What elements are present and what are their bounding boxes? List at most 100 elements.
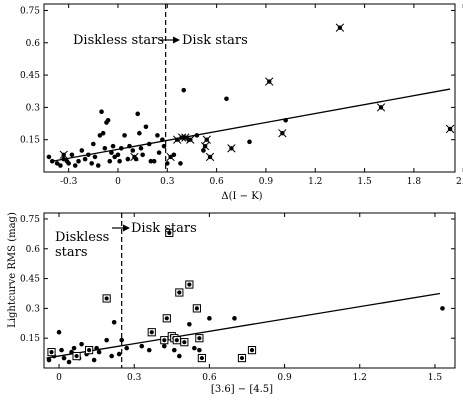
top-disk-point-cross: [205, 152, 215, 162]
bottom-disk-point-boxed: [247, 346, 257, 355]
top-diskless-point: [82, 156, 88, 162]
bottom-disk-point-boxed: [175, 288, 184, 297]
top-diskless-point: [112, 154, 117, 160]
bottom-diskless-point: [197, 347, 202, 353]
bottom-disk-point-boxed: [102, 294, 111, 303]
bottom-diskless-point: [232, 316, 237, 321]
top-diskless-label: Diskless stars: [73, 33, 164, 48]
top-disk-point-cross: [200, 142, 210, 151]
bottom-diskless-point: [66, 359, 72, 365]
top-diskless-point: [115, 152, 121, 158]
bottom-y-tick-label: 0.3: [26, 304, 41, 314]
top-y-tick-label: 0.15: [20, 136, 40, 146]
top-diskless-point: [148, 158, 154, 164]
bottom-diskless-point: [440, 306, 445, 311]
bottom-disk-point-boxed: [165, 228, 174, 237]
bottom-disk-point-boxed: [160, 336, 169, 345]
top-diskless-point: [46, 154, 52, 160]
top-x-tick-label: 0.6: [209, 177, 224, 187]
top-diskless-point: [135, 111, 141, 117]
top-diskless-point: [143, 124, 149, 130]
top-disk-point-cross: [376, 103, 386, 112]
top-diskless-point: [160, 137, 165, 142]
bottom-diskless-point: [192, 345, 197, 351]
top-y-tick-label: 0.3: [26, 103, 41, 113]
top-fit-line: [52, 88, 451, 162]
bottom-diskless-point: [124, 345, 130, 351]
top-diskless-point: [76, 158, 81, 164]
top-x-tick-label: 1.5: [357, 177, 372, 187]
top-diskless-point: [165, 161, 170, 166]
top-disk-point-cross: [278, 129, 287, 138]
bottom-diskless-point: [109, 353, 114, 359]
bottom-x-axis-label: [3.6] − [4.5]: [211, 384, 273, 395]
bottom-disk-point-boxed: [147, 328, 156, 337]
top-diskless-point: [247, 139, 252, 145]
bottom-diskless-point: [79, 341, 84, 347]
bottom-diskless-point: [116, 351, 122, 357]
bottom-disk-point-boxed: [195, 334, 204, 343]
top-disk-point-cross: [166, 152, 175, 162]
top-diskless-point: [89, 161, 94, 166]
bottom-disk-point-boxed: [180, 338, 189, 347]
top-diskless-point: [224, 96, 229, 102]
bottom-diskless-point: [172, 347, 177, 353]
top-diskless-point: [283, 118, 288, 123]
top-diskless-point: [100, 130, 106, 136]
bottom-diskless-point: [177, 353, 182, 359]
top-diskless-point: [95, 163, 101, 168]
top-x-tick-label: 1.8: [407, 177, 422, 187]
top-diskless-point: [151, 158, 157, 164]
top-disk-point-cross: [335, 23, 345, 32]
top-diskless-point: [140, 152, 145, 158]
top-disk-point-cross: [202, 135, 211, 144]
bottom-y-tick-label: 0.75: [20, 215, 40, 225]
bottom-diskless-point: [207, 316, 212, 321]
bottom-x-tick-label: 0.3: [127, 373, 142, 383]
bottom-arrow: [112, 224, 130, 232]
y-axis-label: Lightcurve RMS (mag): [7, 212, 18, 328]
bottom-data-points: [46, 228, 445, 365]
bottom-diskless-point: [119, 337, 124, 343]
top-arrow: [160, 36, 180, 44]
top-diskless-point: [105, 118, 111, 123]
top-diskless-point: [122, 133, 127, 138]
top-diskless-point: [79, 148, 85, 153]
bottom-disk-point-boxed: [197, 353, 206, 363]
top-diskless-point: [110, 143, 116, 149]
bottom-x-tick-label: 0.9: [277, 373, 292, 383]
top-disk-point-cross: [265, 77, 274, 86]
bottom-diskless-label-line1: Diskless: [55, 230, 109, 245]
top-x-tick-label: 0.9: [259, 177, 274, 187]
top-diskless-point: [127, 143, 132, 149]
bottom-disk-point-boxed: [162, 314, 171, 323]
top-x-tick-label: 2.1: [456, 177, 463, 187]
bottom-y-tick-label: 0.6: [26, 245, 41, 255]
bottom-diskless-point: [94, 345, 99, 351]
bottom-diskless-point: [71, 345, 77, 351]
top-diskless-point: [109, 150, 114, 155]
top-diskless-point: [58, 163, 63, 168]
top-diskless-point: [137, 130, 142, 136]
bottom-diskless-point: [187, 321, 192, 327]
bottom-diskless-point: [61, 355, 67, 361]
top-diskless-point: [91, 141, 96, 147]
top-diskless-point: [171, 152, 177, 158]
top-diskless-point: [146, 141, 152, 147]
bottom-x-tick-label: 1.5: [428, 373, 443, 383]
bottom-disk-point-boxed: [85, 346, 94, 355]
bottom-diskless-point: [96, 349, 102, 355]
top-x-axis-label: Δ(I − K): [221, 191, 262, 202]
top-diskless-point: [102, 146, 108, 151]
top-diskless-point: [92, 154, 98, 160]
bottom-diskless-point: [139, 343, 145, 349]
bottom-scatter-panel: 0.15 0.3 0.45 0.6 0.75 0 0.3 0.6 0.9 1.2 1.5 Disk…: [20, 212, 456, 395]
top-y-axis-ticks: 0.15 0.3 0.45 0.6 0.75: [20, 6, 455, 146]
bottom-diskless-point: [46, 357, 52, 363]
bottom-diskless-point: [59, 347, 64, 353]
top-x-axis-ticks: -0.3 0 0.3 0.6 0.9 1.2 1.5 1.8 2.1: [60, 4, 463, 187]
top-diskless-point: [156, 150, 162, 155]
bottom-y-axis-ticks: 0.15 0.3 0.45 0.6 0.75: [20, 215, 455, 344]
top-diskless-point: [138, 146, 144, 151]
